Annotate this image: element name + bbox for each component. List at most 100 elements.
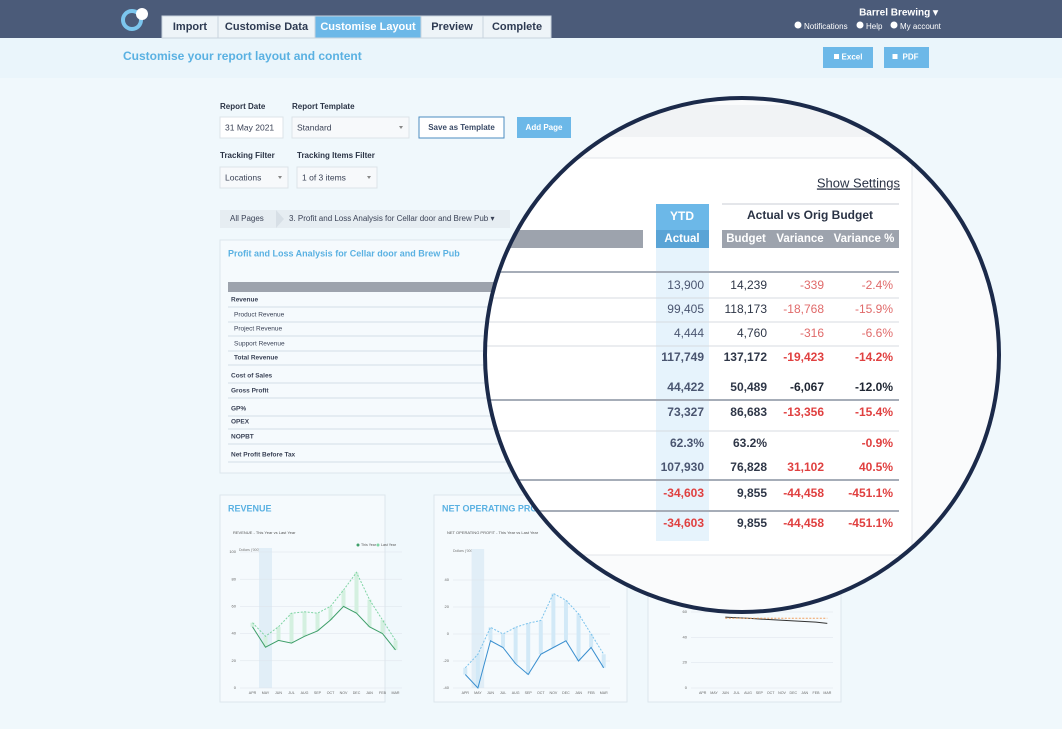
table-cell: 50,489 [730, 380, 767, 394]
nav-tab-label[interactable]: Customise Data [225, 21, 309, 33]
button[interactable] [418, 116, 505, 139]
x-tick-label: APR [249, 691, 257, 695]
breadcrumb-bar [220, 210, 510, 228]
range-bar [328, 606, 333, 620]
nav-icon [890, 21, 898, 29]
x-tick-label: SEP [756, 691, 764, 695]
report-row-label: Revenue [231, 297, 258, 304]
nav-tab-label[interactable]: Import [173, 21, 208, 33]
y-tick-label: 0 [447, 631, 450, 636]
input[interactable] [296, 166, 378, 189]
export-button[interactable] [823, 47, 873, 68]
nav-link[interactable]: Help [866, 22, 883, 31]
series-line [252, 605, 396, 651]
group-label: Actual vs Orig Budget [747, 208, 873, 222]
column-header: Variance % [834, 233, 895, 245]
y-tick-label: 100 [229, 549, 236, 554]
ytd-header [656, 204, 709, 230]
input[interactable] [219, 116, 284, 139]
range-bar [589, 634, 594, 648]
nav-tab-label[interactable]: Customise Layout [320, 21, 416, 33]
report-title: Profit and Loss Analysis for Cellar door… [228, 248, 460, 258]
button-label[interactable]: Save as Template [428, 123, 495, 132]
legend-label: This Year [361, 543, 377, 547]
table-cell: 63.2% [733, 436, 767, 450]
ytd-band [656, 204, 709, 541]
export-button-label[interactable]: PDF [903, 53, 919, 62]
y-axis-label: Dollars ('000) [453, 549, 474, 553]
x-tick-label: MAY [474, 691, 482, 695]
x-tick-label: JAN [366, 691, 373, 695]
field-label: Tracking Items Filter [297, 151, 375, 160]
range-bar [250, 622, 255, 627]
x-tick-label: JAN [801, 691, 808, 695]
input-value: 31 May 2021 [225, 122, 274, 132]
chart-subtitle: NET OPERATING PROFIT - This Year vs Last… [447, 530, 539, 535]
x-tick-label: AUG [301, 691, 309, 695]
export-button[interactable] [884, 47, 929, 68]
y-tick-label: -20 [443, 658, 450, 663]
table-cell: -34,603 [663, 486, 704, 500]
account-name[interactable]: Barrel Brewing ▾ [859, 8, 939, 19]
button[interactable] [517, 117, 571, 138]
nav-link[interactable]: My account [900, 22, 942, 31]
x-tick-label: JUN [722, 691, 729, 695]
table-cell: -12.0% [855, 380, 893, 394]
nav-tab-label[interactable]: Complete [492, 21, 542, 33]
report-row-label: Cost of Sales [231, 373, 273, 380]
x-tick-label: JUL [733, 691, 739, 695]
table-cell: 76,828 [730, 460, 767, 474]
y-tick-label: -40 [443, 685, 450, 690]
x-tick-label: AUG [744, 691, 752, 695]
input[interactable] [219, 166, 289, 189]
table-cell: -19,423 [783, 350, 824, 364]
legend-swatch [376, 543, 380, 547]
x-tick-label: MAY [710, 691, 718, 695]
x-tick-label: APR [699, 691, 707, 695]
table-cell: -13,356 [783, 405, 824, 419]
breadcrumb-item[interactable]: All Pages [230, 214, 264, 223]
nav-icon [856, 21, 864, 29]
field-label: Report Template [292, 102, 355, 111]
range-bar [341, 590, 346, 607]
table-cell: 44,422 [667, 380, 704, 394]
grey-header-left [485, 230, 643, 248]
x-tick-label: JUL [288, 691, 294, 695]
chart-title: REVENUE [228, 503, 272, 513]
input[interactable] [291, 116, 410, 139]
input-value: Locations [225, 172, 261, 182]
download-icon [834, 54, 839, 59]
x-tick-label: NOV [549, 691, 557, 695]
x-tick-label: JUN [275, 691, 282, 695]
x-tick-label: AUG [512, 691, 520, 695]
x-tick-label: FEB [588, 691, 596, 695]
table-cell: 118,173 [725, 302, 768, 316]
field-label: Tracking Filter [220, 151, 275, 160]
export-button-label[interactable]: Excel [842, 53, 863, 62]
breadcrumb-chevron [276, 210, 284, 228]
range-bar [289, 613, 294, 644]
table-cell: -0.9% [862, 436, 894, 450]
show-settings[interactable]: Show Settings [817, 175, 901, 190]
nav-link[interactable]: Notifications [804, 22, 848, 31]
nav-tab-label[interactable]: Preview [431, 21, 473, 33]
report-row-label: Project Revenue [234, 326, 282, 333]
y-tick-label: 20 [683, 660, 688, 665]
range-bar [475, 654, 480, 688]
table-cell: 31,102 [787, 460, 824, 474]
table-cell: 86,683 [730, 405, 767, 419]
legend-label: Last Year [381, 543, 397, 547]
range-bar [488, 627, 493, 641]
button-label[interactable]: Add Page [526, 123, 563, 132]
column-header: Budget [726, 233, 766, 245]
actual-header [656, 230, 709, 248]
nav-icon [794, 21, 802, 29]
breadcrumb-item[interactable]: 3. Profit and Loss Analysis for Cellar d… [289, 214, 494, 223]
range-bar [513, 627, 518, 664]
nav-tab[interactable] [482, 15, 552, 39]
table-cell: -15.4% [855, 405, 893, 419]
table-cell: 137,172 [724, 350, 768, 364]
logo-dot [136, 8, 148, 20]
report-header-bar [228, 282, 510, 292]
